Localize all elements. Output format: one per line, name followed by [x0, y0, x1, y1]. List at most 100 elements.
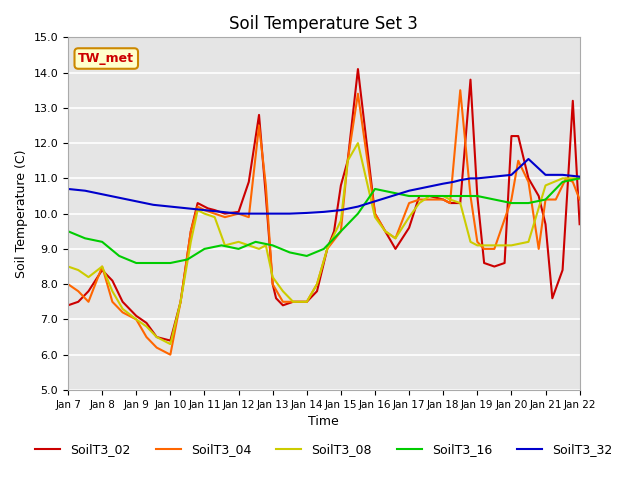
SoilT3_04 [426, 197, 433, 203]
SoilT3_16 [474, 193, 481, 199]
SoilT3_16 [200, 246, 208, 252]
SoilT3_16 [99, 239, 106, 245]
SoilT3_08 [337, 218, 345, 224]
SoilT3_08 [211, 214, 218, 220]
SoilT3_08 [99, 264, 106, 269]
SoilT3_04 [166, 352, 174, 358]
SoilT3_16 [64, 228, 72, 234]
SoilT3_32 [474, 176, 481, 181]
Text: TW_met: TW_met [78, 52, 134, 65]
Line: SoilT3_08: SoilT3_08 [68, 143, 580, 344]
SoilT3_32 [81, 188, 89, 193]
SoilT3_08 [381, 228, 389, 234]
SoilT3_16 [508, 200, 515, 206]
SoilT3_16 [286, 250, 294, 255]
SoilT3_08 [255, 246, 263, 252]
SoilT3_08 [474, 242, 481, 248]
SoilT3_04 [64, 281, 72, 287]
SoilT3_32 [252, 211, 259, 216]
SoilT3_08 [200, 211, 208, 216]
SoilT3_32 [490, 174, 498, 180]
Line: SoilT3_02: SoilT3_02 [68, 69, 580, 341]
SoilT3_16 [320, 246, 328, 252]
SoilT3_32 [200, 207, 208, 213]
SoilT3_02 [541, 221, 549, 227]
SoilT3_16 [422, 193, 430, 199]
SoilT3_08 [177, 299, 184, 305]
SoilT3_16 [218, 242, 225, 248]
SoilT3_16 [388, 190, 396, 195]
SoilT3_02 [576, 221, 584, 227]
SoilT3_16 [541, 197, 549, 203]
SoilT3_08 [74, 267, 82, 273]
SoilT3_16 [269, 242, 276, 248]
SoilT3_32 [508, 172, 515, 178]
SoilT3_08 [187, 239, 195, 245]
SoilT3_16 [184, 257, 191, 263]
SoilT3_04 [235, 211, 243, 216]
SoilT3_08 [313, 281, 321, 287]
SoilT3_08 [279, 288, 287, 294]
SoilT3_08 [525, 239, 532, 245]
SoilT3_02 [132, 313, 140, 319]
SoilT3_16 [405, 193, 413, 199]
SoilT3_02 [569, 98, 577, 104]
SoilT3_08 [354, 140, 362, 146]
SoilT3_32 [286, 211, 294, 216]
SoilT3_04 [194, 204, 202, 209]
SoilT3_08 [132, 316, 140, 322]
SoilT3_08 [262, 242, 269, 248]
SoilT3_16 [252, 239, 259, 245]
SoilT3_16 [132, 260, 140, 266]
SoilT3_04 [569, 179, 577, 185]
Line: SoilT3_04: SoilT3_04 [68, 90, 580, 355]
SoilT3_08 [508, 242, 515, 248]
SoilT3_08 [456, 200, 464, 206]
SoilT3_32 [99, 192, 106, 197]
SoilT3_32 [559, 172, 566, 178]
SoilT3_02 [204, 205, 212, 211]
SoilT3_16 [525, 200, 532, 206]
SoilT3_32 [422, 184, 430, 190]
SoilT3_08 [371, 214, 379, 220]
SoilT3_32 [320, 209, 328, 215]
SoilT3_16 [559, 179, 566, 185]
SoilT3_04 [456, 87, 464, 93]
SoilT3_32 [218, 209, 225, 215]
SoilT3_08 [541, 182, 549, 188]
SoilT3_32 [576, 174, 584, 180]
SoilT3_16 [115, 253, 123, 259]
SoilT3_32 [439, 181, 447, 187]
SoilT3_32 [235, 211, 243, 216]
SoilT3_32 [303, 210, 310, 216]
SoilT3_16 [456, 193, 464, 199]
SoilT3_32 [150, 202, 157, 208]
SoilT3_08 [467, 239, 474, 245]
SoilT3_16 [235, 246, 243, 252]
SoilT3_08 [405, 214, 413, 220]
SoilT3_32 [467, 176, 474, 181]
SoilT3_16 [166, 260, 174, 266]
SoilT3_32 [64, 186, 72, 192]
SoilT3_16 [490, 197, 498, 203]
SoilT3_32 [541, 172, 549, 178]
SoilT3_32 [354, 204, 362, 209]
Legend: SoilT3_02, SoilT3_04, SoilT3_08, SoilT3_16, SoilT3_32: SoilT3_02, SoilT3_04, SoilT3_08, SoilT3_… [31, 438, 617, 461]
SoilT3_32 [371, 198, 379, 204]
Title: Soil Temperature Set 3: Soil Temperature Set 3 [229, 15, 419, 33]
SoilT3_16 [150, 260, 157, 266]
Y-axis label: Soil Temperature (C): Soil Temperature (C) [15, 149, 28, 278]
SoilT3_08 [235, 239, 243, 245]
SoilT3_08 [446, 197, 454, 203]
SoilT3_08 [119, 306, 127, 312]
SoilT3_02 [64, 302, 72, 308]
SoilT3_08 [303, 299, 310, 305]
SoilT3_32 [115, 195, 123, 201]
SoilT3_16 [354, 211, 362, 216]
SoilT3_08 [269, 274, 276, 280]
SoilT3_08 [84, 274, 92, 280]
SoilT3_04 [467, 193, 474, 199]
SoilT3_08 [426, 193, 433, 199]
SoilT3_08 [143, 324, 150, 329]
SoilT3_16 [303, 253, 310, 259]
